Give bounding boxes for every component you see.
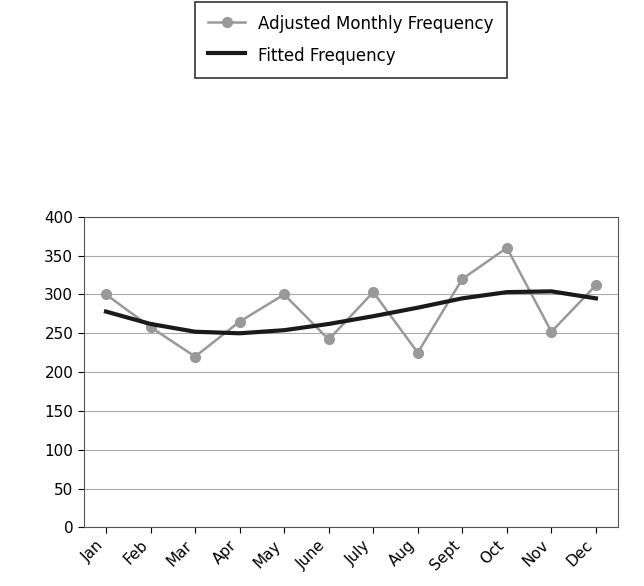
Fitted Frequency [547, 288, 555, 295]
Adjusted Monthly Frequency [280, 291, 288, 298]
Fitted Frequency [459, 295, 466, 302]
Adjusted Monthly Frequency [547, 328, 555, 335]
Fitted Frequency [191, 328, 199, 335]
Line: Fitted Frequency: Fitted Frequency [106, 291, 596, 333]
Fitted Frequency [147, 321, 155, 328]
Adjusted Monthly Frequency [191, 353, 199, 360]
Adjusted Monthly Frequency [592, 282, 600, 289]
Fitted Frequency [325, 321, 332, 328]
Adjusted Monthly Frequency [414, 349, 422, 356]
Adjusted Monthly Frequency [102, 291, 110, 298]
Fitted Frequency [280, 326, 288, 333]
Adjusted Monthly Frequency [147, 323, 155, 331]
Adjusted Monthly Frequency [503, 244, 511, 251]
Fitted Frequency [592, 295, 600, 302]
Fitted Frequency [370, 313, 377, 320]
Adjusted Monthly Frequency [236, 318, 243, 325]
Adjusted Monthly Frequency [325, 336, 332, 343]
Fitted Frequency [236, 330, 243, 337]
Adjusted Monthly Frequency [459, 275, 466, 282]
Adjusted Monthly Frequency [370, 289, 377, 296]
Legend: Adjusted Monthly Frequency, Fitted Frequency: Adjusted Monthly Frequency, Fitted Frequ… [195, 2, 507, 78]
Fitted Frequency [102, 308, 110, 315]
Fitted Frequency [503, 289, 511, 296]
Line: Adjusted Monthly Frequency: Adjusted Monthly Frequency [101, 243, 601, 362]
Fitted Frequency [414, 304, 422, 311]
